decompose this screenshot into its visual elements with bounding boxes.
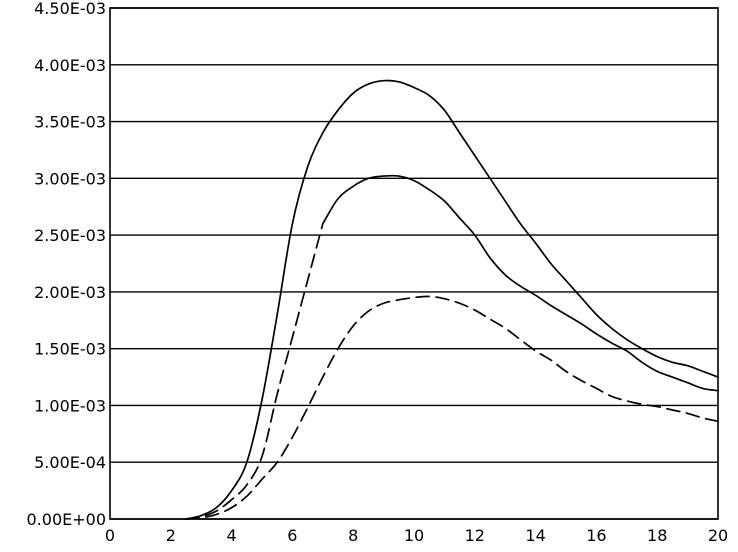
series-line-2-solid-part xyxy=(323,176,718,391)
plot-frame xyxy=(110,8,718,519)
y-tick-label: 4.50E-03 xyxy=(34,0,106,18)
x-tick-labels: 0 2 4 6 8 10 12 14 16 18 20 xyxy=(105,526,728,545)
series-lines xyxy=(186,81,718,519)
y-tick-label: 0.00E+00 xyxy=(27,510,107,529)
x-tick-label: 6 xyxy=(287,526,297,545)
x-tick-label: 18 xyxy=(647,526,667,545)
x-tick-label: 20 xyxy=(708,526,728,545)
x-tick-label: 16 xyxy=(586,526,606,545)
series-line-3 xyxy=(186,296,718,519)
y-tick-label: 3.00E-03 xyxy=(34,169,106,188)
x-tick-label: 12 xyxy=(465,526,485,545)
gridlines xyxy=(110,8,718,519)
y-tick-label: 1.00E-03 xyxy=(34,396,106,415)
series-line-2-dashed-part xyxy=(186,224,323,519)
x-tick-label: 2 xyxy=(166,526,176,545)
y-tick-label: 2.00E-03 xyxy=(34,283,106,302)
y-tick-label: 2.50E-03 xyxy=(34,226,106,245)
x-tick-label: 14 xyxy=(525,526,545,545)
y-tick-labels: 0.00E+00 5.00E-04 1.00E-03 1.50E-03 2.00E-03… xyxy=(27,0,107,529)
x-tick-label: 8 xyxy=(348,526,358,545)
y-tick-label: 3.50E-03 xyxy=(34,113,106,132)
x-tick-label: 0 xyxy=(105,526,115,545)
y-tick-label: 5.00E-04 xyxy=(34,453,106,472)
series-line-1 xyxy=(186,81,718,519)
y-tick-label: 1.50E-03 xyxy=(34,340,106,359)
y-tick-label: 4.00E-03 xyxy=(34,56,106,75)
x-tick-label: 4 xyxy=(227,526,237,545)
x-tick-label: 10 xyxy=(404,526,424,545)
